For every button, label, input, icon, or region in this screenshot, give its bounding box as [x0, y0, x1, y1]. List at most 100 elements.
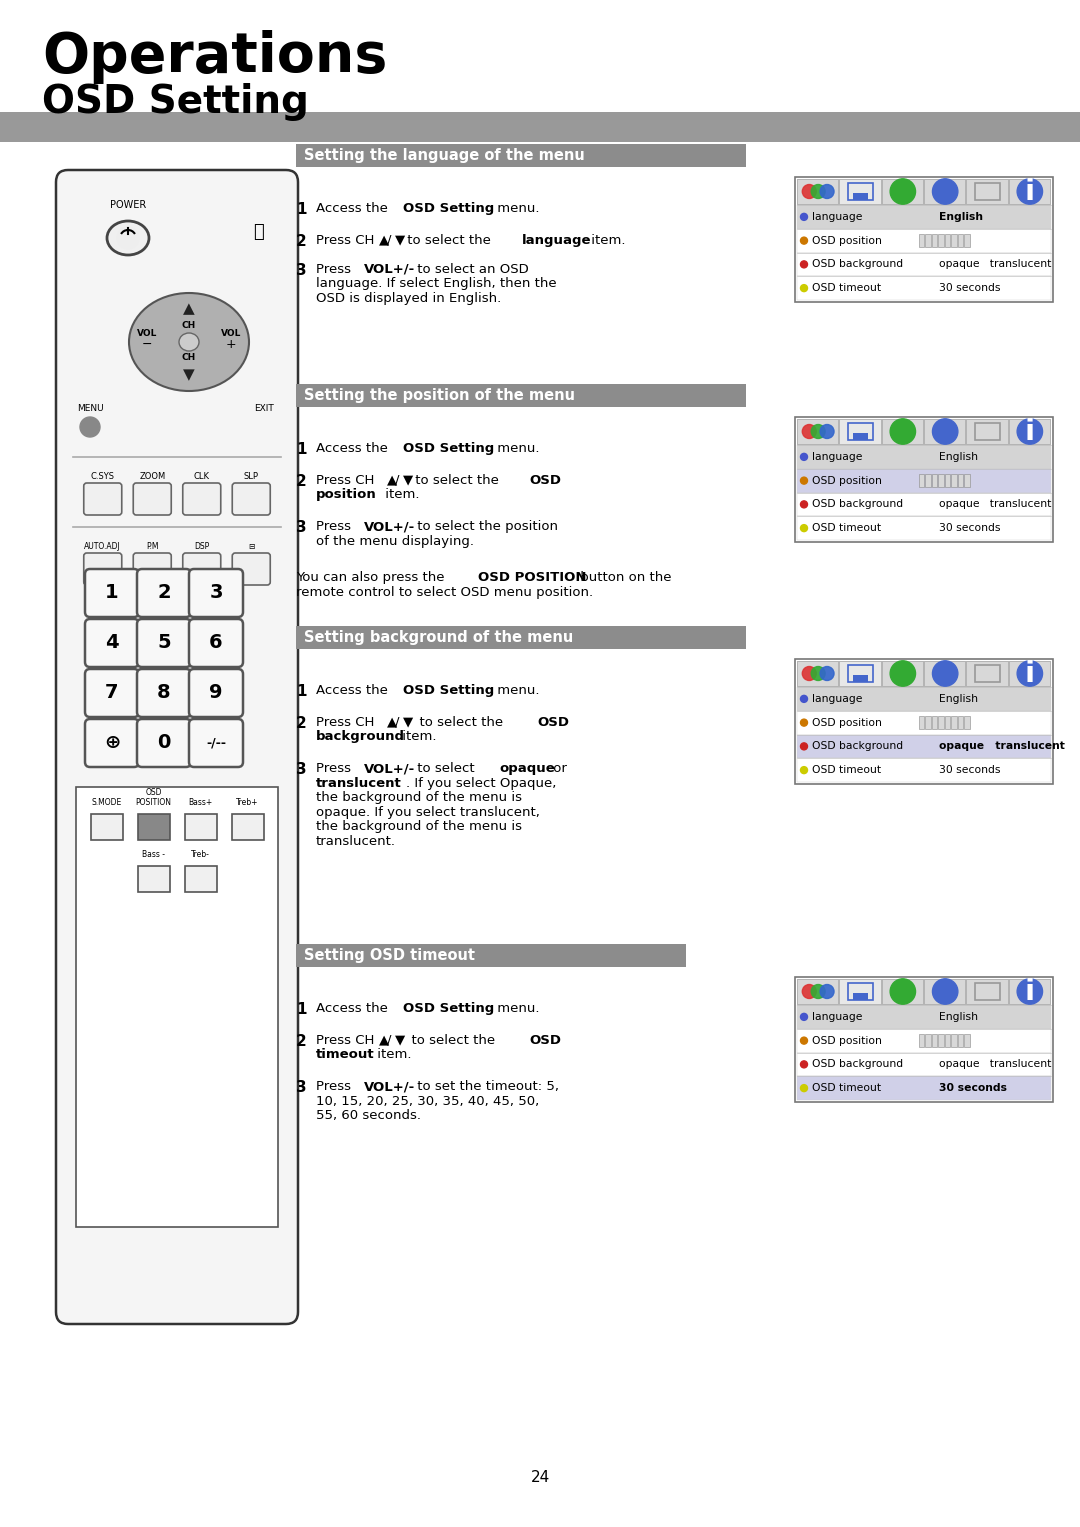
Text: 3: 3	[210, 583, 222, 603]
Bar	[0, 111, 1080, 142]
Circle shape	[800, 767, 808, 774]
Bar	[926, 1034, 931, 1048]
FancyBboxPatch shape	[232, 553, 270, 585]
Bar	[797, 1052, 1051, 1077]
Text: Access the: Access the	[316, 202, 392, 215]
Bar	[797, 687, 1051, 710]
Text: Access the: Access the	[316, 441, 392, 455]
Bar	[795, 417, 1053, 542]
Text: position: position	[316, 489, 377, 501]
Circle shape	[890, 979, 916, 1005]
Ellipse shape	[179, 333, 199, 351]
Text: timeout: timeout	[316, 1049, 375, 1061]
Circle shape	[800, 284, 808, 292]
Text: i: i	[1025, 660, 1035, 687]
Text: language. If select English, then the: language. If select English, then the	[316, 278, 556, 290]
Text: i: i	[1025, 177, 1035, 206]
Text: OSD POSITION: OSD POSITION	[478, 571, 586, 583]
Circle shape	[811, 985, 825, 999]
Bar	[919, 473, 924, 487]
Text: Press CH: Press CH	[316, 473, 379, 487]
Text: ▼: ▼	[403, 473, 414, 487]
Text: Access the: Access the	[316, 1002, 392, 1015]
FancyBboxPatch shape	[85, 719, 139, 767]
Text: 2: 2	[296, 234, 307, 249]
Text: ▼: ▼	[395, 1034, 405, 1048]
Bar	[797, 661, 1051, 687]
Text: item.: item.	[381, 489, 420, 501]
Bar	[939, 473, 944, 487]
Text: OSD background: OSD background	[812, 260, 903, 269]
Text: Press CH: Press CH	[316, 1034, 375, 1048]
Text: 🔇: 🔇	[253, 223, 264, 241]
Bar	[848, 183, 874, 200]
Bar	[939, 716, 944, 730]
Text: to select the: to select the	[403, 1034, 499, 1048]
Text: to select the: to select the	[411, 473, 503, 487]
Bar	[797, 418, 1051, 444]
Bar	[848, 664, 874, 683]
Bar	[296, 944, 686, 967]
Text: ▲: ▲	[388, 716, 397, 728]
Text: opaque: opaque	[500, 762, 555, 776]
Bar	[958, 473, 963, 487]
Bar	[919, 716, 924, 730]
Bar	[932, 234, 937, 247]
Bar	[967, 661, 1008, 686]
Circle shape	[117, 228, 139, 249]
Bar	[975, 183, 1000, 200]
Bar	[76, 786, 278, 1228]
FancyBboxPatch shape	[56, 169, 298, 1324]
Bar	[945, 234, 950, 247]
Text: VOL+/-: VOL+/-	[364, 1080, 415, 1093]
Circle shape	[800, 695, 808, 702]
Bar	[797, 229, 1051, 252]
Text: OSD Setting: OSD Setting	[403, 684, 495, 696]
Text: language: language	[522, 234, 592, 247]
Bar	[932, 1034, 937, 1048]
Bar	[926, 716, 931, 730]
Bar	[945, 1034, 950, 1048]
Text: 1: 1	[296, 441, 307, 457]
FancyBboxPatch shape	[137, 618, 191, 667]
Text: opaque   translucent: opaque translucent	[940, 260, 1052, 269]
Bar	[296, 383, 746, 408]
Text: VOL+/-: VOL+/-	[364, 762, 415, 776]
Circle shape	[800, 501, 808, 508]
Text: S.MODE: S.MODE	[92, 799, 122, 806]
Circle shape	[800, 1014, 808, 1020]
FancyBboxPatch shape	[137, 570, 191, 617]
Text: OSD position: OSD position	[812, 1035, 882, 1046]
Bar	[853, 675, 868, 683]
Circle shape	[820, 185, 834, 199]
Text: ▲: ▲	[184, 301, 194, 316]
Text: i: i	[1025, 417, 1035, 446]
Bar	[797, 418, 838, 444]
Bar	[975, 664, 1000, 683]
Text: 3: 3	[296, 762, 307, 777]
Text: Press: Press	[316, 263, 355, 276]
Bar	[839, 979, 880, 1003]
Bar	[797, 276, 1051, 299]
Circle shape	[800, 1061, 808, 1067]
Text: 4: 4	[105, 634, 119, 652]
Bar	[797, 1077, 1051, 1099]
Bar	[881, 661, 923, 686]
Text: ▲: ▲	[388, 473, 397, 487]
Bar	[958, 234, 963, 247]
Circle shape	[800, 719, 808, 727]
Bar	[797, 1005, 1051, 1029]
Bar	[797, 469, 1051, 493]
Bar	[797, 661, 838, 686]
Bar	[926, 234, 931, 247]
Text: CLK: CLK	[193, 472, 210, 481]
Circle shape	[802, 185, 816, 199]
Circle shape	[932, 661, 958, 686]
Bar	[795, 660, 1053, 783]
Text: menu.: menu.	[494, 202, 540, 215]
Bar	[967, 179, 1008, 205]
Text: −: −	[141, 337, 152, 351]
Text: Treb-: Treb-	[191, 851, 210, 860]
Text: menu.: menu.	[494, 1002, 540, 1015]
Bar	[967, 418, 1008, 444]
